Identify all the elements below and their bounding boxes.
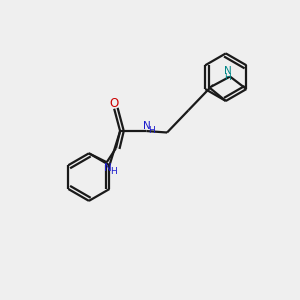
Text: H: H bbox=[148, 126, 155, 135]
Text: H: H bbox=[110, 167, 117, 176]
Text: N: N bbox=[104, 163, 112, 173]
Text: N: N bbox=[224, 66, 232, 76]
Text: H: H bbox=[224, 73, 231, 82]
Text: N: N bbox=[143, 121, 151, 131]
Text: O: O bbox=[109, 97, 118, 110]
